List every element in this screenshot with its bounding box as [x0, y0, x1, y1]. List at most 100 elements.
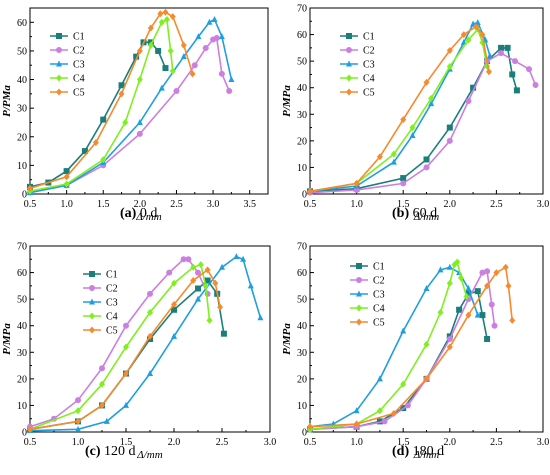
data-point-c4	[451, 261, 458, 269]
panel-caption-text: 120 d	[100, 444, 136, 459]
data-point-c4	[75, 407, 81, 415]
series-line-c2	[29, 36, 230, 194]
x-tick-label: 3.5	[243, 199, 256, 210]
data-point-c5	[190, 277, 197, 285]
series-c3	[27, 253, 264, 434]
data-point-c4	[123, 343, 129, 351]
legend: C1 C2 C3 C4 C5	[350, 262, 385, 329]
data-point-c3	[206, 18, 213, 25]
data-point-c2	[136, 130, 143, 137]
panel-caption-label: (b)	[392, 206, 410, 221]
y-tick-label: 0	[22, 428, 27, 439]
data-point-c4	[409, 124, 416, 132]
y-tick-label: 60	[297, 268, 307, 279]
data-point-c4	[446, 279, 453, 287]
series-c2	[27, 35, 233, 196]
series-c2	[307, 50, 539, 196]
data-point-c5	[157, 10, 164, 18]
data-point-c2	[465, 98, 472, 104]
x-tick-label: 2.0	[444, 437, 457, 448]
panel-caption: (a) 0 d	[120, 206, 157, 222]
y-tick-label: 10	[297, 163, 307, 174]
data-point-c5	[162, 8, 169, 16]
panel-caption: (b) 60 d	[392, 206, 437, 222]
data-point-c1	[100, 116, 107, 123]
data-point-c2	[195, 269, 201, 276]
data-point-c3	[486, 52, 493, 59]
data-point-c5	[485, 68, 492, 76]
x-tick-label: 2.0	[134, 199, 147, 210]
y-tick-label: 0	[22, 190, 27, 201]
data-point-c1	[204, 277, 211, 284]
data-point-c3	[211, 15, 218, 22]
data-point-c3	[437, 266, 444, 273]
legend: C1 C2 C3 C4 C5	[340, 32, 375, 99]
series-line-c1	[309, 47, 518, 193]
data-point-c5	[217, 303, 224, 311]
data-point-c2	[381, 418, 388, 425]
y-tick-label: 50	[297, 57, 307, 68]
y-tick-label: 30	[297, 110, 307, 121]
data-point-c2	[185, 256, 192, 263]
data-point-c1	[195, 285, 201, 292]
data-point-c4	[147, 308, 153, 316]
y-tick-label: 0	[302, 190, 307, 201]
y-tick-label: 50	[17, 295, 27, 306]
x-tick-label: 1.0	[350, 199, 363, 210]
legend-marker-c3	[346, 60, 352, 67]
data-point-c5	[92, 138, 99, 146]
y-tick-label: 60	[17, 268, 27, 279]
data-point-c1	[133, 53, 140, 60]
data-point-c4	[484, 62, 491, 70]
data-point-c5	[423, 78, 430, 86]
data-point-c3	[465, 285, 472, 292]
legend-marker-c5	[89, 326, 95, 334]
data-point-c5	[75, 417, 81, 425]
x-tick-label: 1.5	[397, 437, 410, 448]
x-axis-label: Δ/mm	[413, 211, 439, 223]
data-point-c3	[158, 84, 165, 91]
chart-panel-4: 0.5 1.0 1.5 2.0 2.5 3.0 0 10 20 30 40 50 60 70 Δ/mm P/M…	[281, 242, 549, 462]
data-point-c2	[173, 87, 180, 94]
y-tick-label: 50	[17, 46, 27, 57]
y-tick-label: 10	[297, 401, 307, 412]
data-point-c5	[118, 90, 125, 98]
data-point-c3	[195, 33, 202, 40]
legend-label-c3: C3	[106, 298, 118, 309]
series-line-c5	[309, 266, 513, 428]
x-tick-label: 0.5	[304, 199, 317, 210]
data-point-c3	[233, 253, 240, 260]
data-point-c3	[446, 263, 453, 270]
legend-marker-c5	[356, 318, 362, 326]
data-point-c4	[202, 282, 209, 290]
data-point-c1	[400, 175, 407, 182]
y-tick-label: 60	[297, 30, 307, 41]
x-axis-label: Δ/mm	[413, 449, 439, 461]
data-point-c5	[465, 311, 472, 319]
y-tick-label: 30	[17, 348, 27, 359]
data-point-c5	[484, 282, 491, 290]
x-tick-label: 3.0	[537, 199, 550, 210]
data-point-c5	[212, 279, 219, 287]
data-point-c5	[479, 31, 486, 39]
data-point-c1	[63, 168, 70, 175]
data-point-c1	[498, 44, 505, 51]
data-point-c1	[220, 330, 227, 337]
data-point-c1	[118, 82, 125, 89]
data-point-c1	[484, 336, 491, 342]
legend-marker-c5	[346, 88, 352, 96]
legend-label-c4: C4	[106, 312, 118, 323]
data-point-c2	[202, 45, 209, 52]
data-point-c2	[484, 268, 491, 275]
legend-marker-c2	[89, 285, 95, 291]
data-point-c5	[376, 153, 383, 161]
data-point-c4	[163, 15, 170, 23]
data-point-c3	[257, 314, 264, 321]
x-tick-label: 1.5	[120, 437, 133, 448]
data-point-c3	[103, 417, 110, 424]
series-c1	[27, 39, 169, 190]
data-point-c2	[491, 322, 498, 329]
data-point-c5	[136, 47, 143, 55]
legend: C1 C2 C3 C4 C5	[83, 270, 118, 337]
